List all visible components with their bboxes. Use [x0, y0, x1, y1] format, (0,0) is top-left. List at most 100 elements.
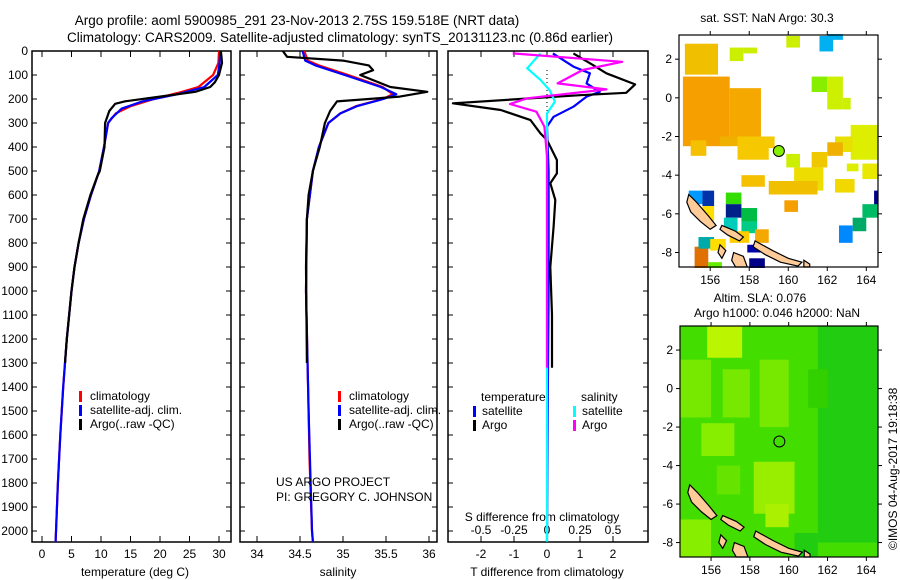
legend-title: salinity [581, 390, 618, 404]
legend-label: satellite-adj. clim. [90, 403, 182, 417]
depth-tick-label: 1100 [2, 308, 28, 322]
legend-label: Argo [582, 418, 608, 432]
lat-tick-label: 0 [666, 382, 673, 396]
legend-label: climatology [349, 389, 409, 403]
sst-tile [725, 204, 742, 218]
sst-tile [743, 47, 758, 54]
depth-tick-label: 1000 [1, 284, 28, 298]
legend-swatch [79, 405, 82, 416]
sst-tile [682, 76, 730, 147]
legend-swatch [338, 391, 341, 402]
depth-tick-label: 400 [8, 140, 28, 154]
legend-swatch [79, 419, 82, 430]
profile-line-argo-raw-qc- [63, 50, 224, 364]
sla-patch [722, 369, 750, 418]
legend-label: Argo(..raw -QC) [349, 417, 434, 431]
sst-tile [694, 246, 709, 268]
profile-line-t-argo [451, 52, 637, 368]
sla-patch [680, 359, 712, 418]
depth-tick-label: 200 [8, 92, 28, 106]
lat-tick-label: -2 [661, 130, 672, 144]
lat-tick-label: -6 [661, 207, 672, 221]
lat-tick-label: -6 [662, 497, 673, 511]
sst-tile [702, 206, 715, 224]
temperature-panel: 0 5 10 15 20 25 30 temperature (deg C) 0 100 200 30… [1, 44, 232, 579]
depth-tick-label: 900 [8, 260, 28, 274]
depth-tick-label: 500 [8, 164, 28, 178]
x-axis-label: T difference from climatology [470, 565, 624, 579]
sst-tile [710, 238, 726, 251]
sst-tile [811, 151, 828, 168]
sla-patch [817, 326, 878, 543]
depth-tick-label: 1400 [1, 380, 28, 394]
legend-swatch [473, 420, 476, 431]
lon-tick-label: 164 [856, 563, 876, 577]
lat-tick-label: -4 [662, 459, 673, 473]
x-tick-label: 35.5 [374, 547, 398, 561]
depth-tick-label: 1600 [1, 428, 28, 442]
legend-label: satellite [482, 404, 523, 418]
x-tick-label: 0 [39, 547, 46, 561]
s-axis-label: S difference from climatology [465, 510, 620, 524]
legend-label: Argo(..raw -QC) [90, 417, 175, 431]
island-landmass [752, 240, 804, 267]
map-frame [678, 34, 879, 268]
lon-tick-label: 160 [779, 563, 799, 577]
sla-patch [759, 359, 789, 428]
sst-tile [827, 34, 843, 40]
sst-tile [729, 88, 761, 143]
sst-tile [862, 163, 878, 180]
sst-tile [819, 35, 834, 52]
sst-tile [874, 190, 878, 209]
figure-title-line1: Argo profile: aoml 5900985_291 23-Nov-20… [75, 13, 520, 28]
sla-map-title-line2: Argo h1000: 0.046 h2000: NaN [694, 306, 860, 320]
island-landmass [753, 530, 804, 557]
lat-tick-label: 2 [666, 343, 673, 357]
depth-tick-label: 300 [8, 116, 28, 130]
island-landmass [718, 533, 728, 550]
sst-tile [862, 204, 878, 218]
lon-tick-label: 158 [740, 563, 760, 577]
sst-tile [842, 97, 851, 110]
x-tick-label: 0 [544, 547, 551, 561]
lat-tick-label: -4 [661, 168, 672, 182]
lon-tick-label: 160 [778, 273, 798, 287]
lat-tick-label: 0 [665, 91, 672, 105]
legend-swatch [338, 405, 341, 416]
legend-label: climatology [90, 389, 150, 403]
argo-float-marker [773, 435, 786, 448]
sst-tile [741, 221, 758, 234]
lon-tick-label: 162 [817, 273, 837, 287]
x-tick-label: 30 [212, 547, 226, 561]
x-tick-label: 2 [610, 547, 617, 561]
depth-tick-label: 800 [8, 236, 28, 250]
lon-tick-label: 158 [739, 273, 759, 287]
sst-tile [784, 200, 799, 212]
sla-patch [701, 423, 735, 456]
lon-tick-label: 162 [818, 563, 838, 577]
depth-tick-label: 1200 [1, 332, 28, 346]
sst-map: 156 158 160 162 164 2 0 -2 -4 -6 -8 [661, 31, 882, 287]
pi-credit: PI: GREGORY C. JOHNSON [276, 490, 432, 504]
sst-tile [760, 136, 775, 149]
lat-tick-label: -8 [661, 246, 672, 260]
depth-tick-label: 2000 [1, 524, 28, 538]
island-landmass [720, 514, 745, 532]
depth-tick-label: 700 [8, 212, 28, 226]
x-tick-label: 15 [124, 547, 138, 561]
lon-tick-label: 164 [856, 273, 876, 287]
lat-tick-label: -2 [662, 420, 673, 434]
x-tick-label: 35 [336, 547, 350, 561]
island-landmass [686, 193, 717, 231]
sla-patch [716, 465, 741, 495]
x-axis-label: salinity [320, 565, 357, 579]
sst-tile [838, 225, 853, 243]
s-tick-label: 0.5 [605, 523, 622, 537]
s-tick-label: -0.25 [500, 523, 528, 537]
map-frame [679, 325, 879, 558]
sst-tile [846, 163, 859, 172]
plot-frame [31, 50, 232, 543]
legend-swatch [79, 391, 82, 402]
sla-patch [707, 326, 743, 358]
legend-swatch [338, 419, 341, 430]
